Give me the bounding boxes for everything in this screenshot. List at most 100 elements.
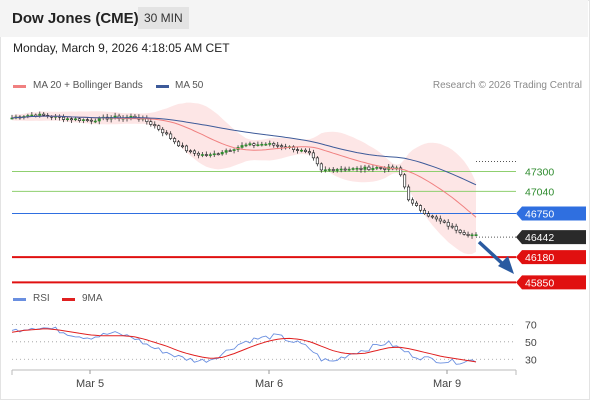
candle-body — [256, 144, 260, 146]
ma20-legend: MA 20 + Bollinger Bands — [33, 80, 143, 91]
rsi-ma-line — [11, 328, 477, 363]
ma50-legend: MA 50 — [175, 80, 204, 91]
candle-body — [272, 143, 276, 146]
ma50-swatch — [156, 85, 169, 88]
candle-body — [307, 151, 311, 154]
rsi-swatch — [13, 298, 26, 301]
bearish-arrow-shaft — [477, 240, 507, 268]
ma20-swatch — [13, 85, 26, 88]
candle-body — [268, 143, 272, 145]
candle-body — [173, 138, 177, 143]
ma50-line — [11, 115, 477, 186]
candle-body — [331, 169, 335, 171]
candle-body — [418, 205, 422, 211]
candle-body — [411, 199, 415, 204]
price-tag-46442 — [516, 230, 586, 245]
candle-body — [466, 233, 470, 236]
candle-body — [228, 150, 232, 152]
candle-body — [462, 232, 466, 235]
candle-body — [383, 167, 387, 170]
candle-body — [93, 120, 97, 123]
candle-body — [153, 124, 157, 127]
candle-body — [280, 145, 284, 148]
candle-body — [212, 153, 216, 156]
candle-body — [216, 153, 220, 156]
candle-body — [240, 145, 244, 148]
candle-body — [363, 166, 367, 170]
candle-body — [252, 143, 256, 146]
price-label-46180: 46180 — [525, 252, 554, 264]
candle-body — [188, 150, 192, 153]
price-label-46442: 46442 — [525, 232, 554, 244]
candle-body — [319, 163, 323, 171]
candle-body — [224, 150, 228, 153]
candle-body — [474, 234, 478, 236]
candle-body — [438, 218, 442, 222]
candle-body — [42, 113, 46, 116]
chart-header: Dow Jones (CME) 30 MIN — [0, 0, 588, 37]
candle-body — [149, 121, 153, 125]
candle-body — [89, 119, 93, 122]
candle-body — [77, 118, 81, 121]
candle-body — [407, 186, 411, 201]
candle-body — [248, 143, 252, 146]
rsi-line — [11, 326, 477, 365]
candle-body — [446, 221, 450, 227]
x-tick-label: Mar 9 — [433, 378, 461, 390]
candle-body — [339, 168, 343, 171]
candle-body — [81, 119, 85, 121]
candle-body — [371, 168, 375, 170]
credit-text: Research © 2026 Trading Central — [432, 80, 582, 91]
candle-body — [169, 133, 173, 139]
price-tag-45850 — [516, 275, 586, 290]
rsi-ma-legend: 9MA — [82, 293, 103, 304]
candle-body — [399, 167, 403, 176]
candle-body — [296, 149, 300, 151]
x-tick-label: Mar 5 — [76, 378, 104, 390]
price-tag-46750 — [516, 206, 586, 221]
rsi-tick-30: 30 — [525, 354, 537, 366]
timeframe-badge[interactable]: 30 MIN — [138, 7, 189, 29]
candle-body — [379, 167, 383, 169]
candle-body — [113, 115, 117, 118]
candle-body — [97, 117, 101, 122]
candle-body — [359, 167, 363, 170]
candle-body — [343, 168, 347, 171]
candle-body — [426, 213, 430, 217]
timestamp: Monday, March 9, 2026 4:18:05 AM CET — [13, 41, 230, 55]
bearish-arrow-head — [498, 256, 514, 274]
candle-body — [422, 209, 426, 215]
candle-body — [165, 132, 169, 135]
candle-body — [204, 154, 208, 156]
rsi-legend: RSI — [33, 293, 50, 304]
candle-body — [220, 152, 224, 155]
candle-body — [62, 116, 66, 120]
candle-body — [415, 202, 419, 206]
price-label-47040: 47040 — [525, 186, 554, 198]
bollinger-band — [12, 102, 476, 255]
candle-body — [30, 114, 34, 117]
candle-body — [303, 149, 307, 152]
candle-body — [458, 229, 462, 233]
candle-body — [327, 169, 331, 171]
candle-body — [181, 145, 185, 148]
candle-body — [66, 118, 70, 121]
candle-body — [232, 149, 236, 151]
candle-body — [73, 118, 77, 121]
instrument-title: Dow Jones (CME) — [12, 10, 139, 27]
candle-body — [351, 168, 355, 170]
candle-body — [276, 144, 280, 147]
candle-body — [157, 125, 161, 130]
rsi-tick-50: 50 — [525, 337, 537, 349]
candle-body — [208, 154, 212, 156]
candle-body — [430, 215, 434, 218]
candle-body — [323, 169, 327, 172]
candle-body — [177, 141, 181, 147]
x-tick-label: Mar 6 — [255, 378, 283, 390]
candle-body — [244, 144, 248, 147]
candle-body — [161, 128, 165, 134]
candle-body — [85, 119, 89, 121]
rsi-tick-70: 70 — [525, 319, 537, 331]
candle-body — [470, 234, 474, 237]
